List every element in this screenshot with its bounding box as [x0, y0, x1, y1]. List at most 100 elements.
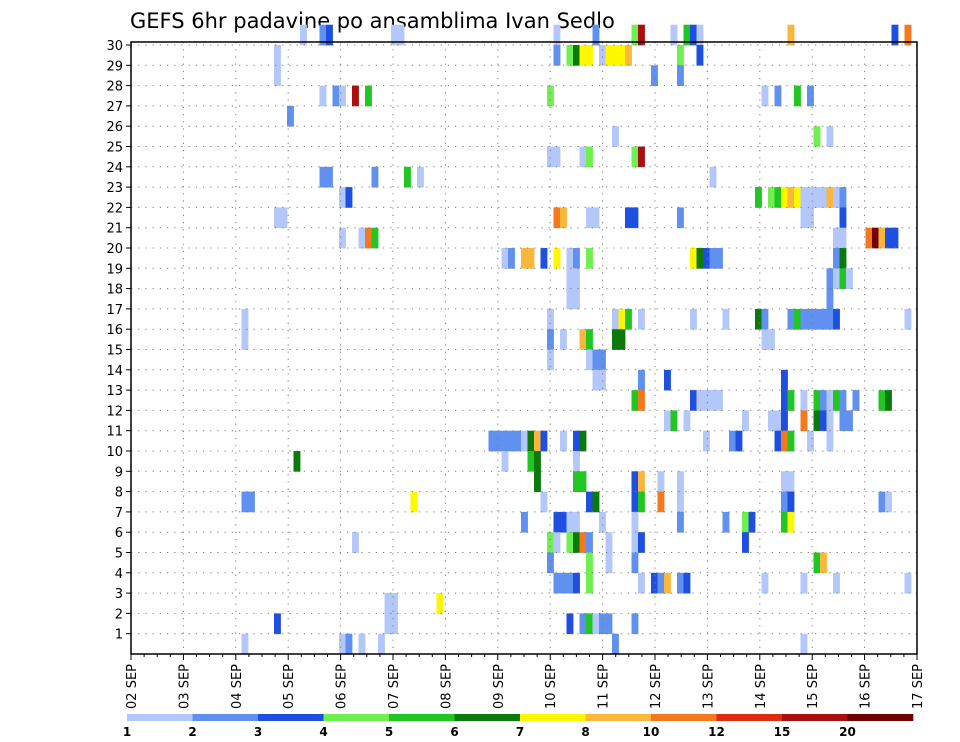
heatmap-cell: [807, 207, 814, 229]
heatmap-cell: [703, 248, 710, 269]
heatmap-cell: [508, 430, 515, 452]
heatmap-cell: [527, 248, 535, 269]
heatmap-cell: [625, 207, 632, 229]
heatmap-cell: [664, 369, 671, 391]
heatmap-cell: [280, 207, 288, 229]
heatmap-cell: [592, 207, 600, 229]
heatmap-cell: [768, 329, 775, 350]
heatmap-cell: [547, 532, 554, 553]
heatmap-cell: [839, 268, 847, 289]
heatmap-cell: [241, 329, 249, 350]
heatmap-cell: [742, 511, 749, 533]
x-tick-label: 11 SEP: [597, 664, 612, 709]
heatmap-cell: [365, 85, 372, 107]
y-tick-label: 2: [115, 607, 123, 622]
heatmap-cell: [241, 491, 249, 513]
heatmap-cell: [677, 65, 684, 86]
heatmap-cell: [878, 390, 886, 411]
heatmap-cell: [274, 65, 281, 86]
y-tick-label: 3: [115, 587, 123, 602]
colorbar-swatch: [454, 714, 521, 721]
heatmap-cell: [612, 329, 619, 350]
heatmap-cell: [573, 430, 580, 452]
heatmap-cell: [683, 410, 691, 432]
heatmap-cell: [716, 248, 723, 269]
chart-title: GEFS 6hr padavine po ansamblima Ivan Sed…: [130, 9, 615, 33]
y-tick-label: 4: [115, 567, 123, 582]
heatmap-cell: [631, 471, 639, 492]
heatmap-cell: [605, 552, 613, 574]
heatmap-cell: [586, 45, 593, 66]
heatmap-cell: [573, 45, 580, 66]
heatmap-cell: [742, 532, 749, 553]
heatmap-cell: [599, 511, 606, 533]
heatmap-cell: [761, 572, 769, 594]
heatmap-cell: [703, 390, 710, 411]
y-tick-label: 12: [106, 404, 123, 419]
heatmap-cell: [722, 511, 730, 533]
heatmap-cell: [748, 511, 756, 533]
heatmap-cell: [605, 45, 613, 66]
colorbar-swatch: [520, 714, 586, 721]
heatmap-cell: [800, 187, 808, 208]
heatmap-cell: [319, 166, 327, 188]
colorbar-swatch: [585, 714, 652, 721]
heatmap-cell: [781, 430, 788, 452]
heatmap-cell: [807, 85, 814, 107]
heatmap-cell: [709, 166, 717, 188]
heatmap-cell: [670, 410, 678, 432]
heatmap-cell: [839, 187, 847, 208]
heatmap-cell: [352, 85, 359, 107]
heatmap-cell: [794, 308, 801, 330]
heatmap-cell: [781, 390, 788, 411]
heatmap-cell: [690, 24, 697, 46]
heatmap-cell: [287, 105, 294, 127]
heatmap-cell: [722, 308, 730, 330]
heatmap-cell: [553, 572, 561, 594]
x-tick-label: 15 SEP: [806, 664, 821, 709]
heatmap-cell: [592, 24, 600, 46]
heatmap-cell: [534, 451, 541, 472]
heatmap-cell: [579, 45, 587, 66]
heatmap-cell: [248, 491, 255, 513]
heatmap-cell: [599, 613, 606, 635]
heatmap-cell: [800, 633, 808, 655]
heatmap-cell: [599, 369, 606, 391]
heatmap-cell: [605, 613, 613, 635]
colorbar-label: 12: [708, 725, 725, 739]
heatmap-cell: [904, 572, 912, 594]
heatmap-cell: [638, 572, 645, 594]
heatmap-cell: [573, 511, 580, 533]
heatmap-cell: [378, 633, 385, 655]
heatmap-cell: [326, 166, 333, 188]
heatmap-cell: [800, 308, 808, 330]
heatmap-cell: [586, 349, 593, 371]
colorbar-label: 2: [188, 725, 196, 739]
y-tick-label: 29: [106, 59, 123, 74]
y-tick-label: 18: [106, 283, 123, 298]
x-tick-label: 06 SEP: [335, 664, 350, 709]
heatmap-cell: [813, 552, 821, 574]
heatmap-cell: [683, 24, 691, 46]
heatmap-cell: [274, 613, 281, 635]
x-tick-label: 05 SEP: [282, 664, 297, 709]
heatmap-cell: [553, 532, 561, 553]
heatmap-cell: [631, 613, 639, 635]
heatmap-cell: [781, 511, 788, 533]
heatmap-cell: [826, 288, 834, 310]
heatmap-cell: [755, 187, 762, 208]
heatmap-cell: [579, 532, 587, 553]
heatmap-cell: [612, 126, 619, 147]
heatmap-cell: [664, 572, 671, 594]
x-tick-label: 10 SEP: [544, 664, 559, 709]
heatmap-cell: [579, 613, 587, 635]
heatmap-cell: [397, 24, 405, 46]
heatmap-cell: [677, 471, 684, 492]
heatmap-cell: [586, 329, 593, 350]
heatmap-cell: [586, 552, 593, 574]
heatmap-cell: [631, 24, 639, 46]
heatmap-cell: [326, 24, 333, 46]
heatmap-cell: [345, 633, 353, 655]
heatmap-cell: [833, 187, 840, 208]
heatmap-cell: [787, 491, 795, 513]
